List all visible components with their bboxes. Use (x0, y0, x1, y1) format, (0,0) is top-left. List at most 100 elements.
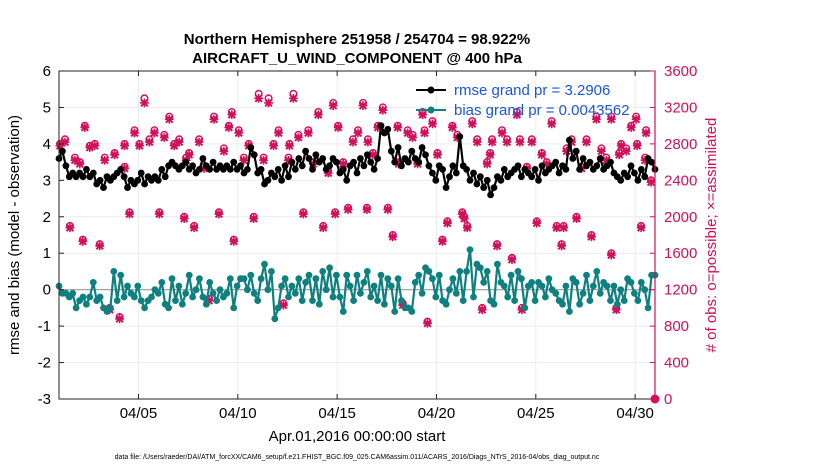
rmse-point (196, 166, 203, 173)
obs-assimilated-point (60, 137, 70, 147)
y-left-tick-label: 0 (43, 282, 51, 299)
obs-assimilated-point (641, 128, 651, 138)
rmse-point (353, 169, 361, 177)
y-left-tick-label: 6 (43, 63, 51, 80)
rmse-point (418, 144, 426, 151)
obs-assimilated-point (515, 137, 525, 147)
bias-point (566, 308, 573, 315)
bias-point (449, 275, 457, 283)
rmse-point (257, 166, 265, 173)
bias-point (113, 297, 121, 304)
bias-point (89, 279, 97, 286)
y-left-tick-label: -1 (38, 318, 51, 335)
bias-point (333, 271, 340, 279)
rmse-point (569, 155, 577, 162)
bias-point (480, 279, 488, 286)
obs-assimilated-point (343, 205, 353, 214)
rmse-point (291, 166, 299, 173)
rmse-point (278, 176, 285, 184)
obs-assimilated-point (298, 209, 308, 219)
rmse-point (449, 162, 457, 170)
bias-point (452, 289, 460, 297)
bias-point (326, 264, 333, 272)
obs-assimilated-point (227, 110, 237, 120)
bias-point (562, 282, 570, 290)
bias-point (583, 271, 590, 279)
rmse-point (566, 136, 573, 144)
rmse-point (463, 166, 470, 173)
y-right-tick-label: 0 (664, 391, 672, 408)
x-tick-label: 04/30 (616, 405, 654, 422)
bias-point (381, 300, 388, 308)
bias-point (415, 271, 423, 279)
obs-assimilated-point (254, 93, 264, 103)
bias-point (521, 304, 529, 312)
bias-point (511, 297, 518, 304)
bias-point (305, 271, 313, 279)
bias-point (96, 293, 104, 301)
y-left-tick-label: 1 (43, 245, 51, 262)
obs-assimilated-point (557, 241, 567, 251)
bias-point (589, 282, 597, 290)
rmse-point (452, 169, 460, 177)
obs-assimilated-point (70, 155, 80, 165)
bias-point (411, 279, 419, 286)
rmse-point (641, 173, 649, 181)
bias-point (634, 297, 642, 304)
rmse-point (624, 173, 631, 181)
bias-point (384, 275, 392, 283)
rmse-point (476, 173, 484, 181)
bias-series (55, 246, 659, 323)
rmse-point (339, 166, 347, 173)
bias-point (476, 264, 484, 272)
obs-assimilated-point (606, 114, 616, 124)
rmse-point (326, 162, 333, 170)
bias-point (339, 308, 347, 315)
bias-point (315, 300, 323, 308)
bias-point (607, 297, 614, 304)
bias-point (500, 282, 508, 290)
rmse-point (288, 158, 296, 166)
legend-rmse-marker (427, 86, 435, 94)
rmse-point (274, 166, 282, 173)
bias-point (490, 300, 498, 308)
bias-point (281, 275, 289, 283)
obs-assimilated-point (149, 128, 159, 138)
bias-point (336, 293, 344, 301)
bias-point (552, 289, 560, 297)
bias-point (370, 282, 378, 290)
rmse-point (247, 144, 255, 151)
obs-assimilated-series (55, 93, 656, 328)
bias-point (185, 271, 193, 279)
obs-assimilated-point (507, 255, 517, 264)
bias-point (559, 300, 566, 308)
obs-assimilated-point (485, 150, 495, 160)
rmse-point (528, 173, 536, 181)
rmse-point (312, 151, 320, 159)
bias-point (374, 297, 381, 304)
rmse-point (514, 162, 522, 170)
obs-assimilated-point (502, 137, 512, 147)
bias-point (312, 275, 320, 283)
obs-assimilated-point (363, 137, 373, 147)
bias-point (213, 297, 221, 304)
bias-point (360, 279, 368, 286)
bias-point (617, 286, 625, 294)
obs-assimilated-point (408, 133, 418, 142)
obs-assimilated-point (164, 114, 174, 124)
obs-assimilated-point (174, 137, 184, 147)
rmse-point (394, 144, 402, 151)
bias-point (69, 289, 77, 297)
bias-point (158, 279, 166, 286)
obs-assimilated-point (482, 159, 492, 169)
rmse-point (490, 184, 498, 192)
bias-point (137, 297, 145, 304)
bias-point (514, 268, 522, 275)
bias-point (178, 300, 186, 308)
bias-point (531, 297, 539, 304)
bias-point (131, 293, 138, 301)
y-right-tick-label: 400 (664, 355, 689, 372)
obs-assimilated-point (442, 218, 452, 228)
rmse-point (387, 147, 395, 155)
bias-point (244, 286, 251, 294)
